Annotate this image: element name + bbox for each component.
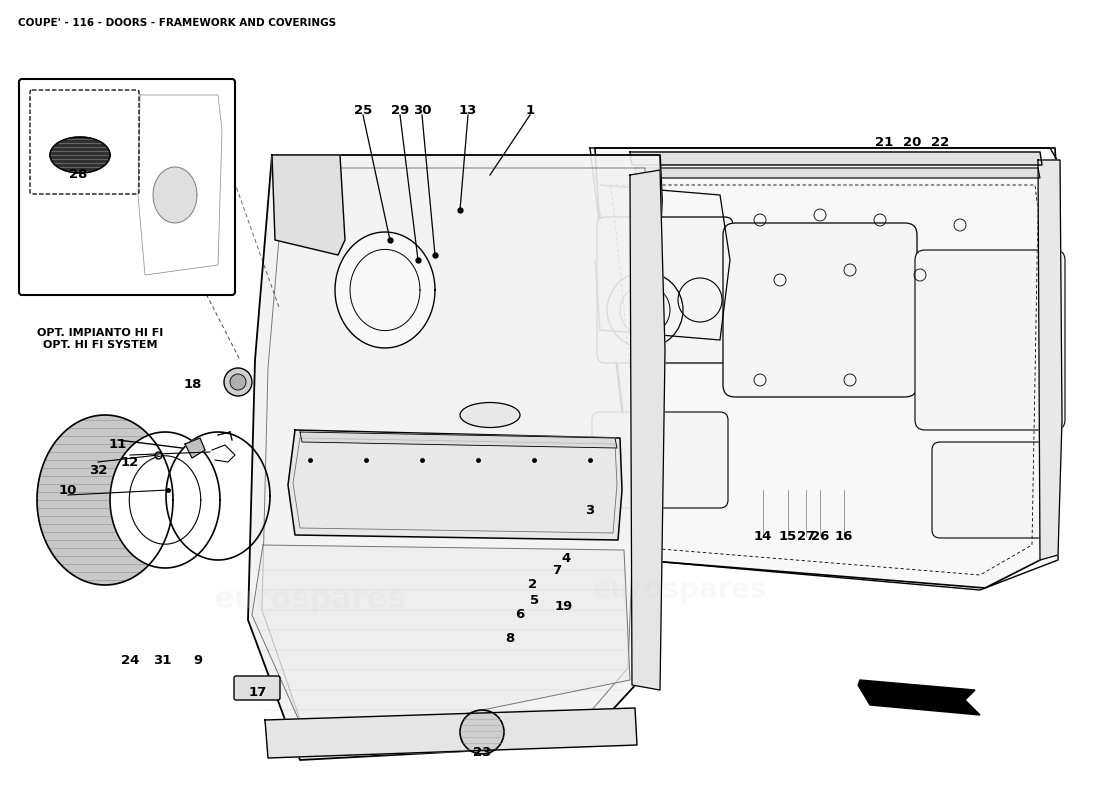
Text: 14: 14 bbox=[754, 530, 772, 542]
Text: COUPE' - 116 - DOORS - FRAMEWORK AND COVERINGS: COUPE' - 116 - DOORS - FRAMEWORK AND COV… bbox=[18, 18, 337, 28]
Text: 28: 28 bbox=[69, 167, 87, 181]
Polygon shape bbox=[50, 137, 110, 173]
Polygon shape bbox=[858, 680, 980, 715]
Text: 21: 21 bbox=[874, 135, 893, 149]
Text: 3: 3 bbox=[585, 503, 595, 517]
Text: 16: 16 bbox=[835, 530, 854, 542]
Polygon shape bbox=[185, 438, 205, 458]
Polygon shape bbox=[590, 148, 1060, 590]
FancyBboxPatch shape bbox=[915, 250, 1065, 430]
Circle shape bbox=[224, 368, 252, 396]
Text: eurospares: eurospares bbox=[213, 586, 406, 614]
Text: 9: 9 bbox=[194, 654, 202, 666]
Ellipse shape bbox=[460, 402, 520, 427]
Polygon shape bbox=[110, 432, 220, 568]
Text: eurospares: eurospares bbox=[592, 576, 768, 604]
Text: 12: 12 bbox=[121, 455, 139, 469]
Circle shape bbox=[460, 710, 504, 754]
Text: 20: 20 bbox=[903, 135, 921, 149]
Text: 5: 5 bbox=[530, 594, 540, 606]
Text: 32: 32 bbox=[89, 463, 107, 477]
Polygon shape bbox=[272, 155, 345, 255]
Polygon shape bbox=[635, 168, 1040, 178]
Text: 7: 7 bbox=[552, 565, 562, 578]
Text: 17: 17 bbox=[249, 686, 267, 699]
Text: 18: 18 bbox=[184, 378, 202, 391]
Text: OPT. IMPIANTO HI FI
OPT. HI FI SYSTEM: OPT. IMPIANTO HI FI OPT. HI FI SYSTEM bbox=[37, 328, 163, 350]
Polygon shape bbox=[153, 167, 197, 223]
Polygon shape bbox=[288, 430, 622, 540]
Polygon shape bbox=[300, 432, 617, 448]
Text: 11: 11 bbox=[109, 438, 128, 451]
Polygon shape bbox=[630, 170, 666, 690]
FancyBboxPatch shape bbox=[592, 412, 728, 508]
Text: 1: 1 bbox=[526, 103, 535, 117]
Text: 31: 31 bbox=[153, 654, 172, 666]
Text: 10: 10 bbox=[58, 483, 77, 497]
Text: 19: 19 bbox=[554, 599, 573, 613]
Text: 24: 24 bbox=[121, 654, 140, 666]
Polygon shape bbox=[248, 155, 662, 760]
Text: 2: 2 bbox=[528, 578, 538, 591]
FancyBboxPatch shape bbox=[597, 217, 733, 363]
Polygon shape bbox=[166, 432, 270, 560]
Text: 30: 30 bbox=[412, 103, 431, 117]
Polygon shape bbox=[630, 152, 1042, 165]
Text: 6: 6 bbox=[516, 609, 525, 622]
Text: 27: 27 bbox=[796, 530, 815, 542]
Circle shape bbox=[230, 374, 246, 390]
FancyBboxPatch shape bbox=[19, 79, 235, 295]
Text: 8: 8 bbox=[505, 631, 515, 645]
Text: 29: 29 bbox=[390, 103, 409, 117]
FancyBboxPatch shape bbox=[932, 442, 1048, 538]
Text: 13: 13 bbox=[459, 103, 477, 117]
Text: 25: 25 bbox=[354, 103, 372, 117]
FancyBboxPatch shape bbox=[723, 223, 917, 397]
Text: 22: 22 bbox=[931, 135, 949, 149]
Polygon shape bbox=[252, 545, 630, 745]
Polygon shape bbox=[265, 708, 637, 758]
Text: 23: 23 bbox=[473, 746, 492, 758]
FancyBboxPatch shape bbox=[234, 676, 280, 700]
Polygon shape bbox=[1038, 160, 1061, 560]
Text: 26: 26 bbox=[811, 530, 829, 542]
FancyBboxPatch shape bbox=[30, 90, 139, 194]
Polygon shape bbox=[336, 232, 434, 348]
Polygon shape bbox=[37, 415, 173, 585]
Text: 4: 4 bbox=[561, 551, 571, 565]
Text: 15: 15 bbox=[779, 530, 798, 542]
